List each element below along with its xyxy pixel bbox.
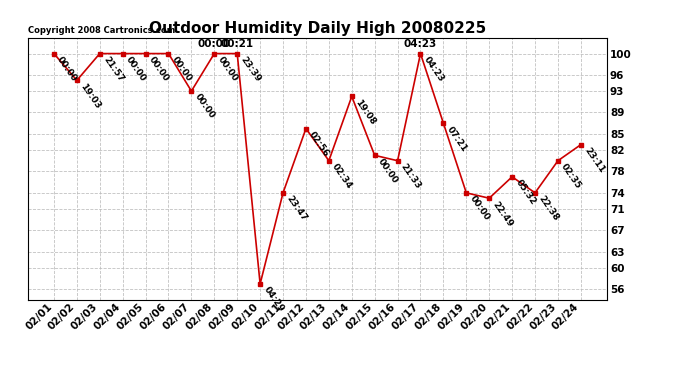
Text: 23:47: 23:47 [284,194,308,223]
Text: 00:00: 00:00 [55,55,79,83]
Text: 00:00: 00:00 [124,55,148,83]
Text: 02:35: 02:35 [560,162,583,190]
Text: 00:00: 00:00 [376,157,400,185]
Text: 21:57: 21:57 [101,55,125,84]
Text: 00:00: 00:00 [198,39,231,50]
Text: 21:33: 21:33 [399,162,423,191]
Text: 00:00: 00:00 [170,55,193,83]
Text: 02:34: 02:34 [331,162,354,191]
Text: 07:21: 07:21 [445,124,469,153]
Text: 19:08: 19:08 [353,98,377,126]
Text: 00:00: 00:00 [147,55,170,83]
Text: 23:11: 23:11 [582,146,606,175]
Text: 04:23: 04:23 [422,55,446,84]
Title: Outdoor Humidity Daily High 20080225: Outdoor Humidity Daily High 20080225 [149,21,486,36]
Text: 00:21: 00:21 [221,39,254,50]
Text: 02:56: 02:56 [307,130,331,159]
Text: 19:03: 19:03 [78,82,102,110]
Text: 04:23: 04:23 [404,39,437,50]
Text: Copyright 2008 Cartronics.com: Copyright 2008 Cartronics.com [28,26,175,35]
Text: 22:38: 22:38 [536,194,560,223]
Text: 00:00: 00:00 [216,55,239,83]
Text: 00:00: 00:00 [193,93,216,121]
Text: 05:32: 05:32 [513,178,538,207]
Text: 04:29: 04:29 [262,285,286,314]
Text: 00:00: 00:00 [468,194,491,222]
Text: 22:49: 22:49 [491,200,515,228]
Text: 23:39: 23:39 [239,55,262,84]
